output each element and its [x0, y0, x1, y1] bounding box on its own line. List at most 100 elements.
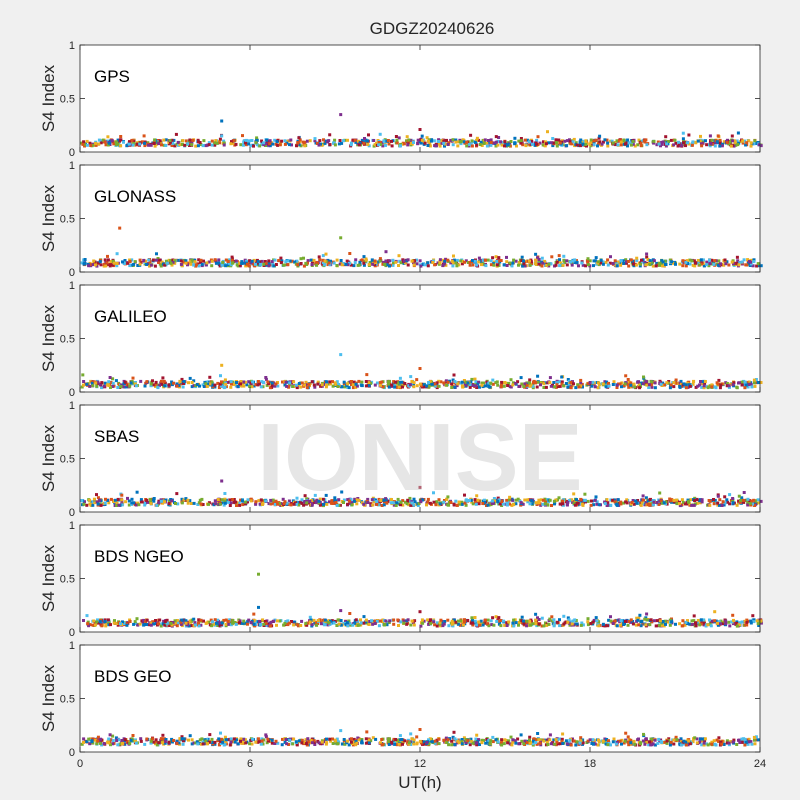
data-point	[645, 255, 649, 259]
data-point	[213, 383, 217, 387]
data-point	[636, 380, 640, 384]
data-point	[121, 620, 124, 624]
data-point	[132, 142, 136, 145]
data-point	[708, 134, 712, 138]
data-point	[473, 616, 477, 619]
data-point	[475, 143, 479, 147]
data-point	[469, 133, 473, 137]
data-point	[143, 384, 147, 388]
data-point	[194, 263, 198, 267]
data-point	[418, 138, 422, 142]
data-point	[96, 380, 100, 384]
y-tick-label: 0	[69, 147, 75, 159]
data-point	[548, 733, 552, 737]
data-point	[598, 140, 602, 144]
data-point	[260, 143, 264, 146]
data-point	[176, 140, 180, 144]
data-point	[551, 144, 555, 148]
data-point	[405, 622, 409, 626]
data-point	[686, 743, 690, 747]
data-point	[609, 503, 613, 507]
data-point	[444, 379, 448, 383]
data-point	[194, 144, 198, 148]
data-point	[562, 622, 566, 626]
data-point	[366, 501, 370, 504]
data-point	[319, 622, 323, 626]
data-point	[148, 260, 152, 264]
data-point	[297, 382, 301, 385]
data-point	[506, 143, 510, 147]
data-point	[735, 255, 739, 259]
data-point	[271, 498, 275, 502]
data-point	[503, 144, 506, 148]
data-point	[749, 262, 753, 266]
data-point	[187, 381, 190, 385]
data-point	[509, 378, 513, 382]
data-point	[402, 621, 406, 625]
data-point	[257, 382, 261, 386]
data-point	[558, 742, 562, 746]
data-point	[154, 380, 158, 384]
data-point	[347, 619, 351, 623]
data-point	[385, 501, 389, 505]
data-point	[340, 385, 344, 389]
data-point	[485, 622, 489, 626]
data-point	[419, 624, 423, 628]
data-point	[177, 258, 181, 262]
data-point	[171, 141, 175, 145]
data-point	[520, 619, 524, 623]
data-point	[138, 262, 142, 266]
data-point	[581, 142, 585, 146]
data-point	[506, 384, 510, 387]
data-point	[686, 262, 689, 265]
data-point	[329, 501, 333, 505]
data-point	[355, 498, 359, 502]
data-point	[491, 262, 495, 266]
data-point	[223, 735, 227, 739]
data-point	[438, 261, 442, 265]
data-point	[744, 143, 748, 147]
data-point	[604, 385, 608, 389]
data-point	[103, 258, 107, 262]
data-point	[747, 139, 751, 143]
data-point	[484, 258, 487, 262]
data-point	[296, 141, 300, 145]
data-point	[449, 138, 453, 142]
data-point	[463, 620, 466, 624]
data-point	[413, 619, 417, 623]
data-point	[513, 381, 517, 385]
data-point	[341, 139, 345, 143]
data-point	[426, 264, 430, 268]
data-point	[578, 140, 582, 144]
data-point	[752, 503, 756, 507]
data-point	[541, 261, 545, 265]
data-point	[693, 499, 697, 503]
data-point	[247, 142, 251, 146]
data-point	[560, 737, 564, 741]
data-point	[306, 261, 309, 265]
data-point	[663, 259, 667, 263]
data-point	[200, 497, 204, 501]
data-point	[517, 621, 521, 624]
data-point	[321, 261, 325, 264]
data-point	[624, 731, 628, 735]
data-point	[116, 142, 120, 146]
data-point	[633, 144, 637, 148]
data-point	[570, 498, 574, 502]
data-point	[480, 383, 484, 387]
scatter-series	[82, 612, 763, 628]
data-point	[381, 385, 385, 389]
data-point	[108, 141, 111, 145]
data-point	[501, 619, 505, 623]
data-point	[537, 501, 541, 505]
data-point	[186, 501, 190, 505]
data-point	[352, 380, 356, 384]
data-point	[380, 380, 384, 384]
data-point	[90, 381, 94, 385]
data-point	[293, 260, 297, 264]
data-point	[202, 385, 206, 388]
data-point	[223, 499, 227, 503]
data-point	[269, 498, 273, 502]
data-point	[747, 737, 751, 741]
data-point	[668, 258, 672, 262]
